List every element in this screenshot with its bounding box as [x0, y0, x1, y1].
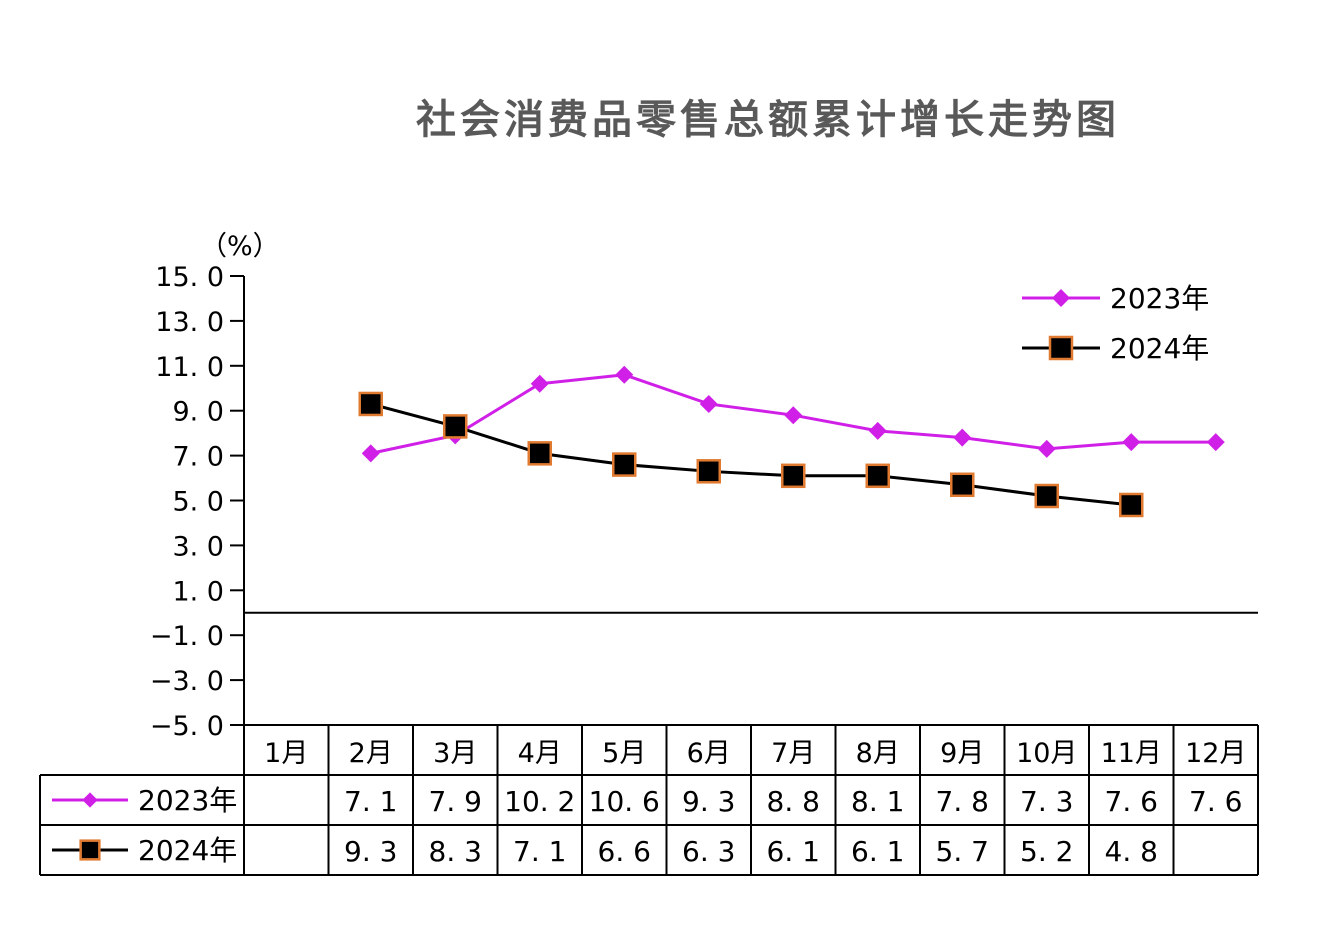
data-label: 7. 6: [1189, 785, 1242, 818]
data-point: [865, 463, 890, 489]
data-point: [953, 428, 972, 447]
chart-title: 社会消费品零售总额累计增长走势图: [416, 97, 1120, 143]
data-label: 7. 1: [513, 835, 566, 868]
axes: 15. 0 13. 0 11. 0 9. 0 7. 0 5. 0 3. 0 1. 0 −1. 0…: [150, 262, 1258, 742]
series-line: [370, 402, 1132, 507]
data-point: [1037, 439, 1056, 458]
y-tick-label: 1. 0: [172, 576, 224, 607]
data-label: 5. 7: [936, 835, 989, 868]
y-tick-label: −1. 0: [150, 621, 224, 652]
y-tick-label: 15. 0: [155, 262, 224, 293]
data-label: 6. 6: [598, 835, 651, 868]
legend-marker: [1048, 335, 1074, 361]
data-label: 6. 1: [851, 835, 904, 868]
y-tick-label: 11. 0: [155, 352, 224, 383]
x-tick-label: 9月: [940, 738, 984, 769]
data-point: [527, 441, 552, 466]
data-point: [784, 406, 803, 425]
data-label: 6. 3: [682, 835, 735, 868]
data-label: 9. 3: [682, 785, 735, 818]
data-label: 10. 2: [504, 785, 575, 818]
x-tick-label: 8月: [856, 738, 900, 769]
x-tick-label: 12月: [1185, 738, 1246, 769]
y-tick-label: 9. 0: [172, 397, 224, 428]
data-point: [868, 421, 887, 440]
data-point: [1034, 483, 1059, 509]
x-tick-label: 6月: [687, 738, 731, 769]
x-tick-label: 11月: [1101, 738, 1162, 769]
x-tick-label: 3月: [433, 738, 477, 769]
y-tick-label: 13. 0: [155, 307, 224, 338]
x-tick-label: 4月: [518, 738, 562, 769]
table-series-name: 2024年: [138, 834, 237, 867]
data-label: 6. 1: [767, 835, 820, 868]
legend-label: 2024年: [1110, 332, 1209, 365]
data-point: [1119, 492, 1144, 518]
data-point: [612, 452, 637, 477]
data-label: 8. 8: [767, 785, 820, 818]
data-label: 7. 9: [429, 785, 482, 818]
data-label: 7. 1: [344, 785, 397, 818]
x-tick-label: 5月: [602, 738, 646, 769]
table-key-marker: [79, 839, 101, 861]
data-label: 8. 1: [851, 785, 904, 818]
x-tick-label: 7月: [771, 738, 815, 769]
data-label: 9. 3: [344, 835, 397, 868]
data-point: [699, 394, 718, 413]
data-point: [696, 459, 721, 484]
series-2: [358, 391, 1144, 518]
data-label: 7. 6: [1105, 785, 1158, 818]
y-tick-label: 5. 0: [172, 487, 224, 518]
data-label: 10. 6: [589, 785, 660, 818]
data-point: [358, 391, 383, 417]
data-table: 1月 2月 3月 4月 5月 6月 7月 8月 9月 10月 11月 12月 2023年 7. 1 7. 9…: [39, 724, 1259, 876]
series-layer: [358, 365, 1225, 518]
data-point: [1122, 433, 1141, 452]
legend-marker: [1052, 289, 1070, 307]
y-tick-label: 3. 0: [172, 531, 224, 562]
unit-label: （%）: [200, 231, 280, 262]
x-tick-label: 10月: [1016, 738, 1077, 769]
x-tick-label: 2月: [349, 738, 393, 769]
y-tick-label: 7. 0: [172, 442, 224, 473]
data-label: 5. 2: [1020, 835, 1073, 868]
x-tick-label: 1月: [264, 738, 308, 769]
series-1: [361, 365, 1225, 463]
data-point: [781, 463, 806, 489]
table-key-marker: [82, 792, 98, 808]
data-point: [361, 444, 380, 463]
data-label: 7. 8: [936, 785, 989, 818]
data-point: [950, 472, 975, 498]
data-label: 4. 8: [1105, 835, 1158, 868]
data-label: 8. 3: [429, 835, 482, 868]
y-tick-label: −5. 0: [150, 711, 224, 742]
data-point: [1206, 433, 1225, 452]
table-series-name: 2023年: [138, 784, 237, 817]
data-label: 7. 3: [1020, 785, 1073, 818]
y-tick-label: −3. 0: [150, 666, 224, 697]
data-point: [443, 414, 468, 439]
legend-label: 2023年: [1110, 282, 1209, 315]
data-point: [615, 365, 634, 384]
legend: 2023年 2024年: [1022, 282, 1209, 365]
data-point: [530, 374, 549, 393]
